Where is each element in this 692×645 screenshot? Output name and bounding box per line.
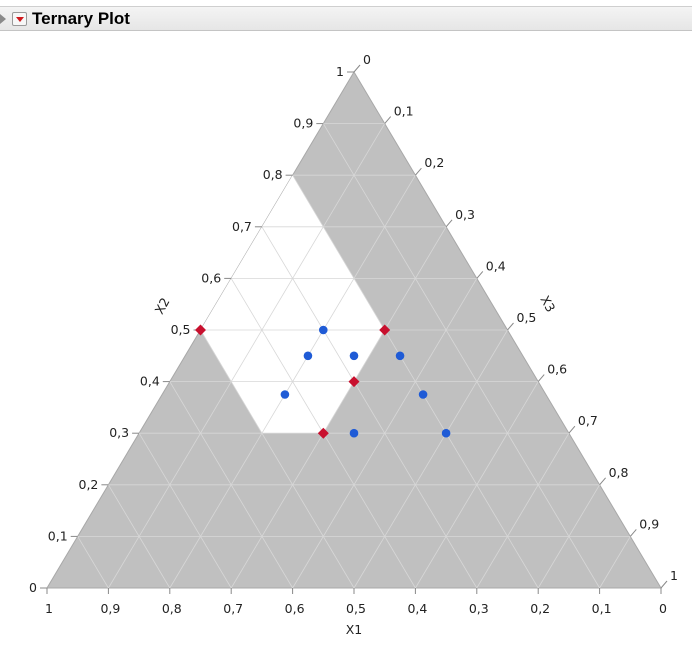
x3-tick-label: 0,4 (486, 258, 506, 273)
x3-gridline (353, 329, 508, 589)
x3-axis-label: X3 (537, 293, 558, 315)
points-layer (195, 324, 451, 439)
x2-tick-label: 0,3 (109, 425, 129, 440)
x2-tick-label: 0,7 (232, 219, 252, 234)
diamond-point (195, 324, 206, 336)
x2-tick-label: 0,5 (171, 322, 191, 337)
x3-tick (660, 580, 668, 589)
circle-point (303, 351, 313, 361)
x3-gridline (415, 381, 539, 589)
x3-tick (445, 219, 453, 228)
circle-point (349, 428, 359, 438)
x2-tick-label: 0,6 (201, 270, 221, 285)
circle-point (280, 390, 290, 399)
x1-tick-label: 1 (45, 601, 53, 616)
x1-tick-label: 0,3 (469, 601, 489, 616)
x1-gridline (138, 432, 232, 589)
x1-tick-label: 0,9 (100, 601, 120, 616)
gridlines-layer (77, 123, 631, 589)
x3-tick-label: 0,6 (547, 362, 567, 377)
x1-tick-label: 0,2 (530, 601, 550, 616)
circle-point (395, 351, 405, 361)
report-header: Ternary Plot (0, 6, 692, 31)
x1-axis-label: X1 (346, 622, 363, 637)
x1-gridline (261, 226, 478, 589)
x1-tick-label: 0,1 (592, 601, 612, 616)
diamond-point (317, 427, 329, 439)
x2-tick-label: 0,4 (140, 374, 160, 389)
x3-tick-label: 0,7 (578, 413, 598, 428)
axes-layer: 0 0,1 0,2 0,3 0,4 0,5 0,6 0,7 0,8 0,9 1 1 0,9 0,8 0,7 0… (29, 52, 678, 637)
x2-tick-label: 0,2 (79, 477, 99, 492)
circle-point (319, 325, 328, 335)
x3-tick-label: 0,8 (609, 465, 629, 480)
x3-tick (476, 271, 484, 279)
x3-tick (353, 64, 361, 73)
disclosure-triangle-icon[interactable] (0, 14, 6, 24)
x3-tick (384, 116, 392, 124)
x3-tick (537, 374, 545, 382)
x1-tick-label: 0,7 (223, 601, 243, 616)
x1-tick-label: 0 (659, 601, 667, 616)
x3-gridline (230, 226, 447, 589)
x3-tick (568, 425, 576, 434)
x1-tick-label: 0,4 (407, 601, 427, 616)
report-title: Ternary Plot (32, 9, 130, 28)
circle-point (441, 428, 451, 438)
x3-tick (629, 529, 637, 537)
x2-axis-label: X2 (151, 295, 172, 317)
x1-gridline (108, 484, 171, 589)
x3-tick-label: 1 (670, 568, 678, 583)
x1-gridline (322, 123, 600, 589)
feasible-region (200, 175, 385, 434)
x3-tick (599, 477, 606, 486)
x1-gridline (77, 536, 109, 589)
x1-tick-label: 0,6 (285, 601, 305, 616)
x3-tick-label: 0 (363, 52, 371, 67)
x3-gridline (537, 484, 600, 589)
diamond-point (379, 324, 391, 336)
x1-gridline (169, 381, 293, 589)
diamond-point (348, 376, 360, 388)
circle-point (349, 351, 359, 361)
x3-tick-label: 0,2 (424, 155, 444, 170)
x3-gridline (599, 536, 631, 589)
x3-tick-label: 0,3 (455, 207, 475, 222)
x3-tick-label: 0,9 (639, 516, 659, 531)
x1-tick-label: 0,8 (162, 601, 182, 616)
x2-tick-label: 0,1 (48, 528, 68, 543)
circle-point (418, 390, 428, 399)
x2-tick-label: 1 (336, 64, 344, 79)
x3-tick (415, 167, 422, 176)
x1-tick-label: 0,5 (346, 601, 366, 616)
x3-tick (507, 322, 514, 331)
red-triangle-icon (16, 17, 24, 22)
x3-gridline (108, 123, 386, 589)
x3-tick-label: 0,5 (517, 310, 537, 325)
x2-tick-label: 0,8 (263, 167, 283, 182)
red-triangle-menu-button[interactable] (12, 12, 27, 26)
x1-gridline (200, 329, 355, 589)
x3-gridline (476, 432, 570, 589)
x2-tick-label: 0,9 (293, 116, 313, 131)
x2-tick-label: 0 (29, 580, 37, 595)
x3-tick-label: 0,1 (394, 104, 414, 119)
